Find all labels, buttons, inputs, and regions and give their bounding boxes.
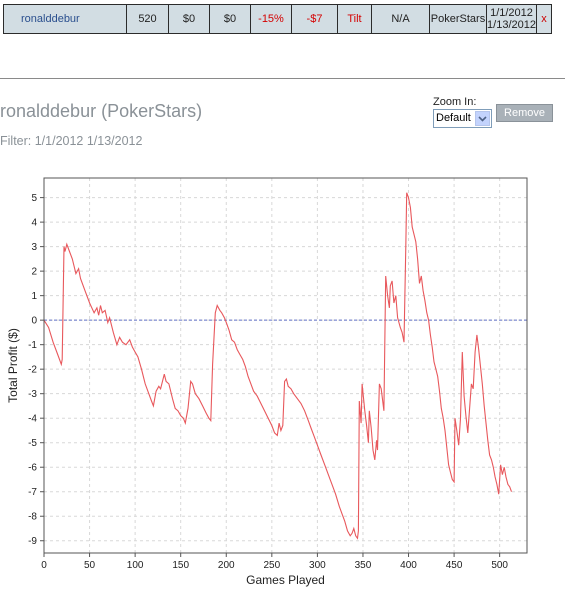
chart-grid (43, 178, 527, 553)
section-divider (0, 78, 565, 79)
amount-cell-2: $0 (209, 4, 251, 34)
y-tick-label: 1 (31, 291, 37, 302)
y-tick-label: 4 (31, 218, 37, 229)
remove-row-icon[interactable]: x (536, 4, 552, 34)
y-tick-label: 2 (31, 267, 37, 278)
y-tick-label: -6 (28, 463, 37, 474)
profit-chart: 0 50 100 150 200 250 300 350 400 450 500 5 4 3 2 1 0 -1 -… (6, 177, 528, 587)
y-tick-label: -4 (28, 414, 37, 425)
zoom-label: Zoom In: (433, 96, 477, 108)
x-tick-label: 100 (127, 560, 144, 571)
roi-cell: -15% (250, 4, 292, 34)
profit-cell: -$7 (291, 4, 338, 34)
results-table: ronalddebur 520 $0 $0 -15% -$7 Tilt N/A … (3, 4, 552, 34)
x-tick-label: 300 (309, 560, 326, 571)
y-axis-label: Total Profit ($) (6, 328, 20, 403)
y-tick-label: -5 (28, 438, 37, 449)
x-tick-label: 500 (491, 560, 508, 571)
y-ticks: 5 4 3 2 1 0 -1 -2 -3 -4 -5 -6 -7 -8 -9 (28, 193, 44, 547)
chevron-down-icon[interactable] (475, 111, 490, 126)
x-tick-label: 350 (355, 560, 372, 571)
y-tick-label: -7 (28, 487, 37, 498)
y-tick-label: -1 (28, 340, 37, 351)
date-range-cell: 1/1/2012 1/13/2012 (486, 4, 537, 34)
games-cell: 520 (126, 4, 169, 34)
na-cell: N/A (371, 4, 430, 34)
y-tick-label: -8 (28, 512, 37, 523)
x-tick-label: 200 (218, 560, 235, 571)
x-tick-label: 250 (263, 560, 280, 571)
filter-text: Filter: 1/1/2012 1/13/2012 (0, 134, 143, 148)
y-tick-label: 3 (31, 242, 37, 253)
x-tick-label: 400 (400, 560, 417, 571)
remove-button[interactable]: Remove (496, 104, 553, 122)
zoom-selected-value: Default (436, 112, 471, 124)
zoom-select[interactable]: Default (433, 109, 492, 128)
amount-cell-1: $0 (168, 4, 210, 34)
x-ticks: 0 50 100 150 200 250 300 350 400 450 500 (41, 553, 508, 571)
date-to: 1/13/2012 (487, 19, 536, 31)
player-name-link[interactable]: ronalddebur (3, 4, 127, 34)
x-tick-label: 0 (41, 560, 47, 571)
x-axis-label: Games Played (246, 573, 325, 587)
series-line (43, 192, 513, 540)
x-tick-label: 450 (446, 560, 463, 571)
site-cell: PokerStars (429, 4, 487, 34)
x-tick-label: 150 (172, 560, 189, 571)
plot-area (43, 177, 528, 554)
y-tick-label: -9 (28, 536, 37, 547)
status-cell: Tilt (337, 4, 372, 34)
y-tick-label: 5 (31, 193, 37, 204)
y-tick-label: 0 (31, 316, 37, 327)
page-title: ronalddebur (PokerStars) (0, 101, 203, 121)
x-tick-label: 50 (84, 560, 96, 571)
y-tick-label: -2 (28, 365, 37, 376)
y-tick-label: -3 (28, 389, 37, 400)
date-from: 1/1/2012 (490, 7, 533, 19)
results-row: ronalddebur 520 $0 $0 -15% -$7 Tilt N/A … (3, 4, 552, 34)
